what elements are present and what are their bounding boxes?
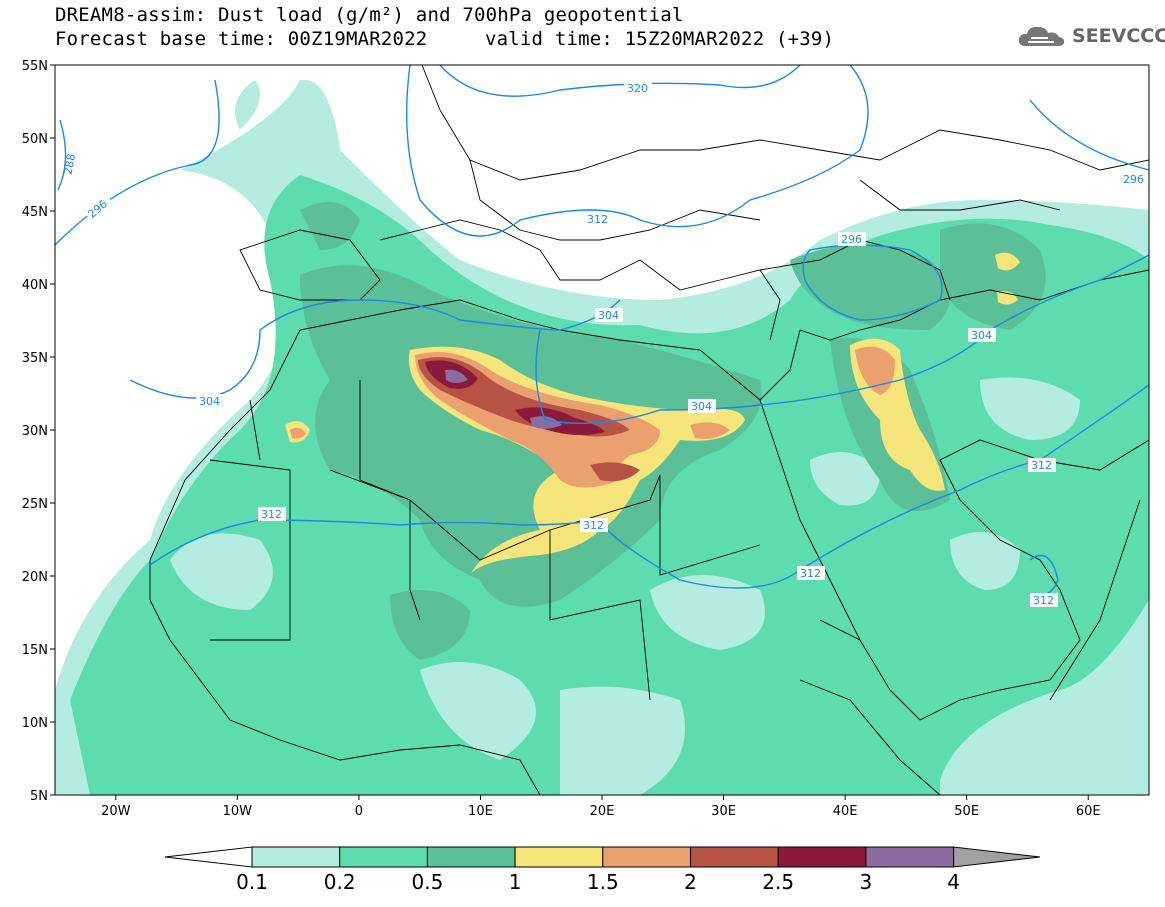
lat-label: 35N (22, 351, 48, 366)
lat-label: 45N (22, 205, 48, 220)
lat-label: 10N (22, 716, 48, 731)
lon-label: 10W (223, 804, 253, 819)
contour-label: 296 (1123, 173, 1144, 186)
colorbar-over-arrow (953, 846, 1041, 868)
lat-label: 40N (22, 278, 48, 293)
longitude-axis: 20W 10W 0 10E 20E 30E 40E 50E 60E (101, 795, 1101, 819)
lon-label: 30E (711, 804, 736, 819)
lat-label: 50N (22, 132, 48, 147)
lat-label: 25N (22, 497, 48, 512)
contour-label: 312 (261, 508, 282, 521)
lon-label: 50E (954, 804, 979, 819)
latitude-axis: 55N 50N 45N 40N 35N 30N 25N 20N 15N 10N 5N (22, 59, 55, 804)
lon-label: 20W (101, 804, 131, 819)
lat-label: 20N (22, 570, 48, 585)
colorbar-label: 2.5 (762, 870, 794, 894)
contour-label: 312 (800, 567, 821, 580)
colorbar-swatch (602, 846, 691, 868)
contour-labels: 320 288 296 312 296 296 304 304 304 304 … (62, 81, 1148, 607)
colorbar-label: 1 (509, 870, 522, 894)
lat-label: 55N (22, 59, 48, 74)
contour-label: 320 (627, 82, 648, 95)
dust-field-0.1-patches (170, 377, 1080, 795)
colorbar-label: 1.5 (587, 870, 619, 894)
contour-label: 312 (1031, 459, 1052, 472)
colorbar-swatch (251, 846, 341, 868)
colorbar-swatch (865, 846, 955, 868)
colorbar-swatch (339, 846, 428, 868)
contour-label: 312 (587, 213, 608, 226)
map-title: DREAM8-assim: Dust load (g/m²) and 700hP… (55, 4, 684, 26)
colorbar-swatch (426, 846, 516, 868)
lon-label: 20E (590, 804, 615, 819)
colorbar-label: 2 (684, 870, 697, 894)
colorbar-under-arrow (164, 846, 253, 868)
colorbar-swatch (690, 846, 779, 868)
contour-label: 312 (583, 519, 604, 532)
lon-label: 40E (833, 804, 858, 819)
colorbar-label: 0.2 (324, 870, 356, 894)
lat-label: 15N (22, 643, 48, 658)
colorbar-label: 4 (947, 870, 960, 894)
logo-text: SEEVCCC (1072, 25, 1165, 47)
cloud-icon (1018, 26, 1065, 46)
valid-time: valid time: 15Z20MAR2022 (+39) (485, 28, 835, 50)
base-time: Forecast base time: 00Z19MAR2022 (55, 28, 428, 50)
lon-label: 0 (355, 804, 363, 819)
lat-label: 5N (30, 789, 48, 804)
contour-label: 296 (841, 233, 862, 246)
lon-label: 60E (1076, 804, 1101, 819)
colorbar-label: 0.1 (236, 870, 268, 894)
colorbar-swatch (777, 846, 867, 868)
colorbar-label: 0.5 (411, 870, 443, 894)
forecast-times: Forecast base time: 00Z19MAR2022 valid ti… (55, 28, 834, 50)
colorbar-label: 3 (860, 870, 873, 894)
colorbar-swatch (514, 846, 604, 868)
contour-label: 304 (199, 395, 220, 408)
contour-label: 288 (62, 153, 78, 176)
contour-label: 312 (1033, 594, 1054, 607)
dust-field-3 (445, 369, 562, 429)
lon-label: 10E (468, 804, 493, 819)
lat-label: 30N (22, 424, 48, 439)
colorbar: 0.1 0.2 0.5 1 1.5 2 2.5 3 4 (164, 846, 1041, 894)
contour-label: 304 (971, 329, 992, 342)
seevccc-logo: SEEVCCC (1018, 24, 1165, 48)
contour-label: 304 (691, 400, 712, 413)
country-borders (149, 65, 1149, 795)
contour-label: 304 (598, 309, 619, 322)
